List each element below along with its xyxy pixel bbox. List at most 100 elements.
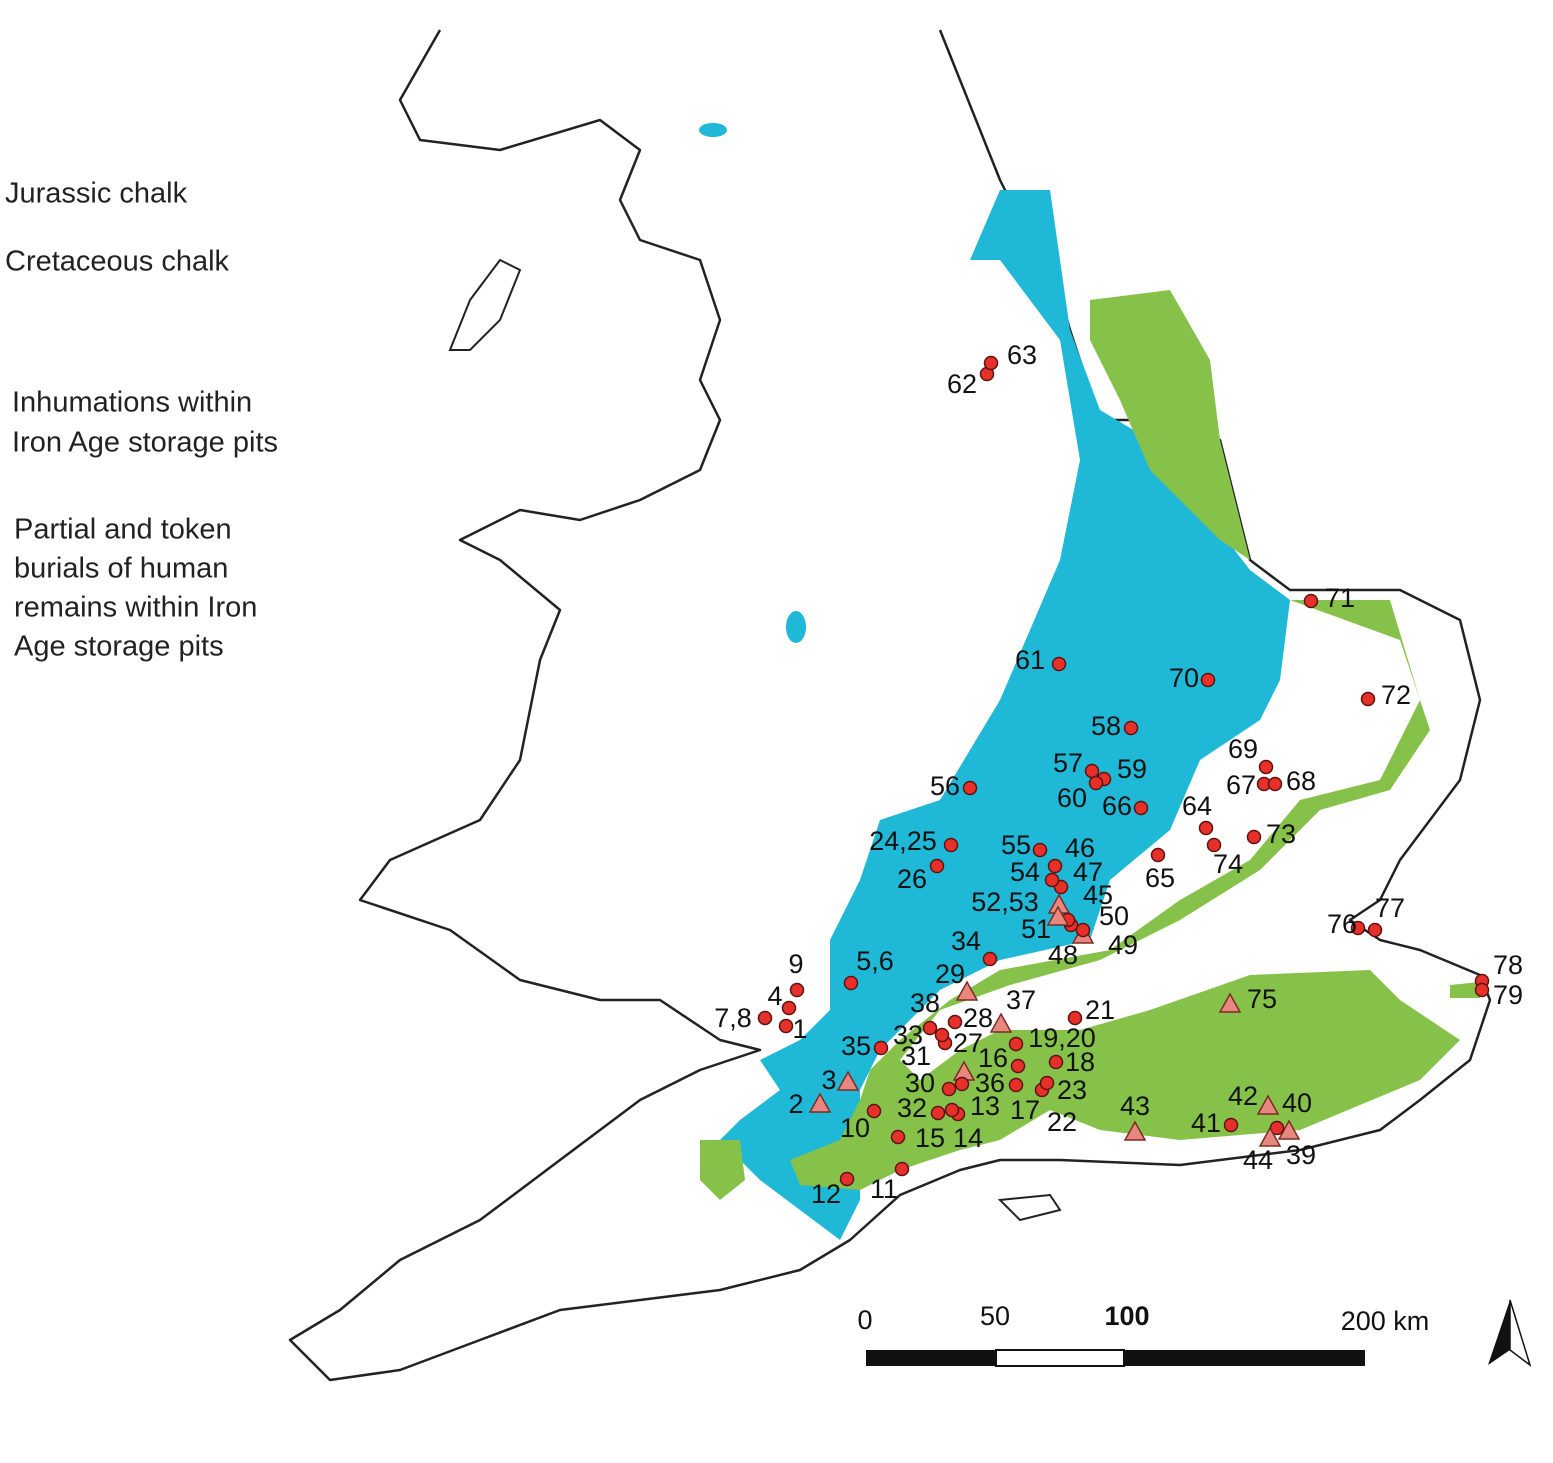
site-label: 51 xyxy=(1021,914,1051,944)
site-label: 46 xyxy=(1065,833,1095,863)
sites: 12345,67,8910111213141516171819,20212223… xyxy=(714,340,1523,1209)
site-label: 36 xyxy=(975,1068,1005,1098)
pit-inhumation-marker xyxy=(1258,759,1274,775)
pit-inhumation-marker xyxy=(1123,720,1139,736)
pit-partial-burial-marker xyxy=(836,1070,860,1091)
site-label: 14 xyxy=(953,1123,983,1153)
scale-segment xyxy=(866,1350,996,1366)
scale-label: 0 xyxy=(857,1305,872,1335)
pit-inhumation-marker xyxy=(954,1076,970,1092)
cretaceous-chalk-area xyxy=(700,1140,745,1200)
scale-label: 100 xyxy=(1104,1301,1149,1331)
legend: Jurassic chalk Cretaceous chalk Inhumation… xyxy=(5,178,278,663)
north-arrow-light xyxy=(1509,1299,1532,1367)
site-label: 4 xyxy=(767,981,782,1011)
pit-partial-burial-marker xyxy=(808,1092,832,1113)
site-label: 66 xyxy=(1102,791,1132,821)
pit-inhumation-marker xyxy=(944,1102,960,1118)
site-label: 11 xyxy=(870,1174,898,1204)
scale-segment xyxy=(1124,1350,1365,1366)
cretaceous-chalk-area xyxy=(1450,982,1480,998)
legend-text: remains within Iron xyxy=(14,592,257,624)
pit-inhumation-marker xyxy=(1039,1075,1055,1091)
pit-inhumation-marker xyxy=(1200,672,1216,688)
site-label: 69 xyxy=(1228,734,1258,764)
site-label: 67 xyxy=(1226,770,1256,800)
pit-partial-burial-marker xyxy=(1046,905,1070,926)
lake xyxy=(699,123,727,137)
site-label: 65 xyxy=(1145,863,1175,893)
pit-inhumation-marker xyxy=(1367,922,1383,938)
pit-partial-burial-marker xyxy=(1256,1094,1280,1115)
pit-inhumation-marker xyxy=(1303,593,1319,609)
pit-inhumation-marker xyxy=(890,1129,906,1145)
site-label: 10 xyxy=(840,1113,870,1143)
site-label: 61 xyxy=(1015,645,1045,675)
pit-inhumation-marker xyxy=(943,837,959,853)
site-label: 3 xyxy=(821,1065,836,1095)
site-label: 58 xyxy=(1091,711,1121,741)
pit-partial-burial-marker xyxy=(1277,1119,1301,1140)
pit-inhumation-marker xyxy=(1150,847,1166,863)
site-label: 19,20 xyxy=(1028,1023,1096,1053)
site-label: 18 xyxy=(1065,1047,1095,1077)
pit-inhumation-marker xyxy=(781,1000,797,1016)
legend-text: Inhumations within xyxy=(12,387,252,419)
site-label: 29 xyxy=(935,959,965,989)
pit-inhumation-marker xyxy=(934,1027,950,1043)
site-label: 45 xyxy=(1083,880,1113,910)
pit-inhumation-marker xyxy=(1133,800,1149,816)
site-label: 32 xyxy=(897,1093,927,1123)
site-label: 71 xyxy=(1325,583,1355,613)
pit-inhumation-marker xyxy=(1084,763,1100,779)
site-label: 5,6 xyxy=(856,946,894,976)
pit-inhumation-marker xyxy=(894,1161,910,1177)
pit-inhumation-marker xyxy=(1474,982,1490,998)
cretaceous-chalk-area xyxy=(790,600,1460,1190)
pit-inhumation-marker xyxy=(873,1040,889,1056)
site-label: 16 xyxy=(978,1043,1008,1073)
pit-partial-burial-marker xyxy=(1218,992,1242,1013)
pit-partial-burial-marker xyxy=(1258,1126,1282,1147)
north-arrow xyxy=(1488,1299,1532,1367)
pit-partial-burial-marker xyxy=(955,980,979,1001)
pit-inhumation-marker xyxy=(941,1081,957,1097)
pit-inhumation-marker xyxy=(982,951,998,967)
legend-text: Iron Age storage pits xyxy=(12,427,278,459)
site-label: 33 xyxy=(893,1020,923,1050)
pit-inhumation-marker xyxy=(1198,820,1214,836)
legend-text: Cretaceous chalk xyxy=(5,246,230,278)
site-label: 57 xyxy=(1053,748,1083,778)
pit-inhumation-marker xyxy=(757,1010,773,1026)
cretaceous-chalk-area xyxy=(1090,290,1250,560)
site-label: 55 xyxy=(1001,830,1031,860)
pit-inhumation-marker xyxy=(947,1014,963,1030)
site-label: 39 xyxy=(1286,1140,1316,1170)
site-label: 23 xyxy=(1057,1075,1087,1105)
site-label: 74 xyxy=(1213,849,1243,879)
site-label: 17 xyxy=(1010,1095,1040,1125)
site-label: 34 xyxy=(951,926,981,956)
pit-inhumation-marker xyxy=(778,1018,794,1034)
pit-inhumation-marker xyxy=(839,1171,855,1187)
site-label: 30 xyxy=(905,1068,935,1098)
north-arrow-dark xyxy=(1488,1300,1510,1365)
pit-inhumation-marker xyxy=(1044,872,1060,888)
pit-inhumation-marker xyxy=(962,780,978,796)
site-label: 2 xyxy=(788,1089,803,1119)
island xyxy=(997,1193,1062,1222)
site-label: 49 xyxy=(1108,930,1138,960)
site-label: 76 xyxy=(1327,909,1357,939)
site-label: 77 xyxy=(1375,893,1405,923)
site-label: 59 xyxy=(1117,754,1147,784)
pit-inhumation-marker xyxy=(1267,776,1283,792)
pit-inhumation-marker xyxy=(922,1020,938,1036)
site-label: 47 xyxy=(1073,857,1103,887)
legend-text: Jurassic chalk xyxy=(5,178,188,210)
site-label: 64 xyxy=(1182,791,1212,821)
site-label: 50 xyxy=(1099,901,1129,931)
pit-inhumation-marker xyxy=(930,1105,946,1121)
pit-inhumation-marker xyxy=(983,355,999,371)
